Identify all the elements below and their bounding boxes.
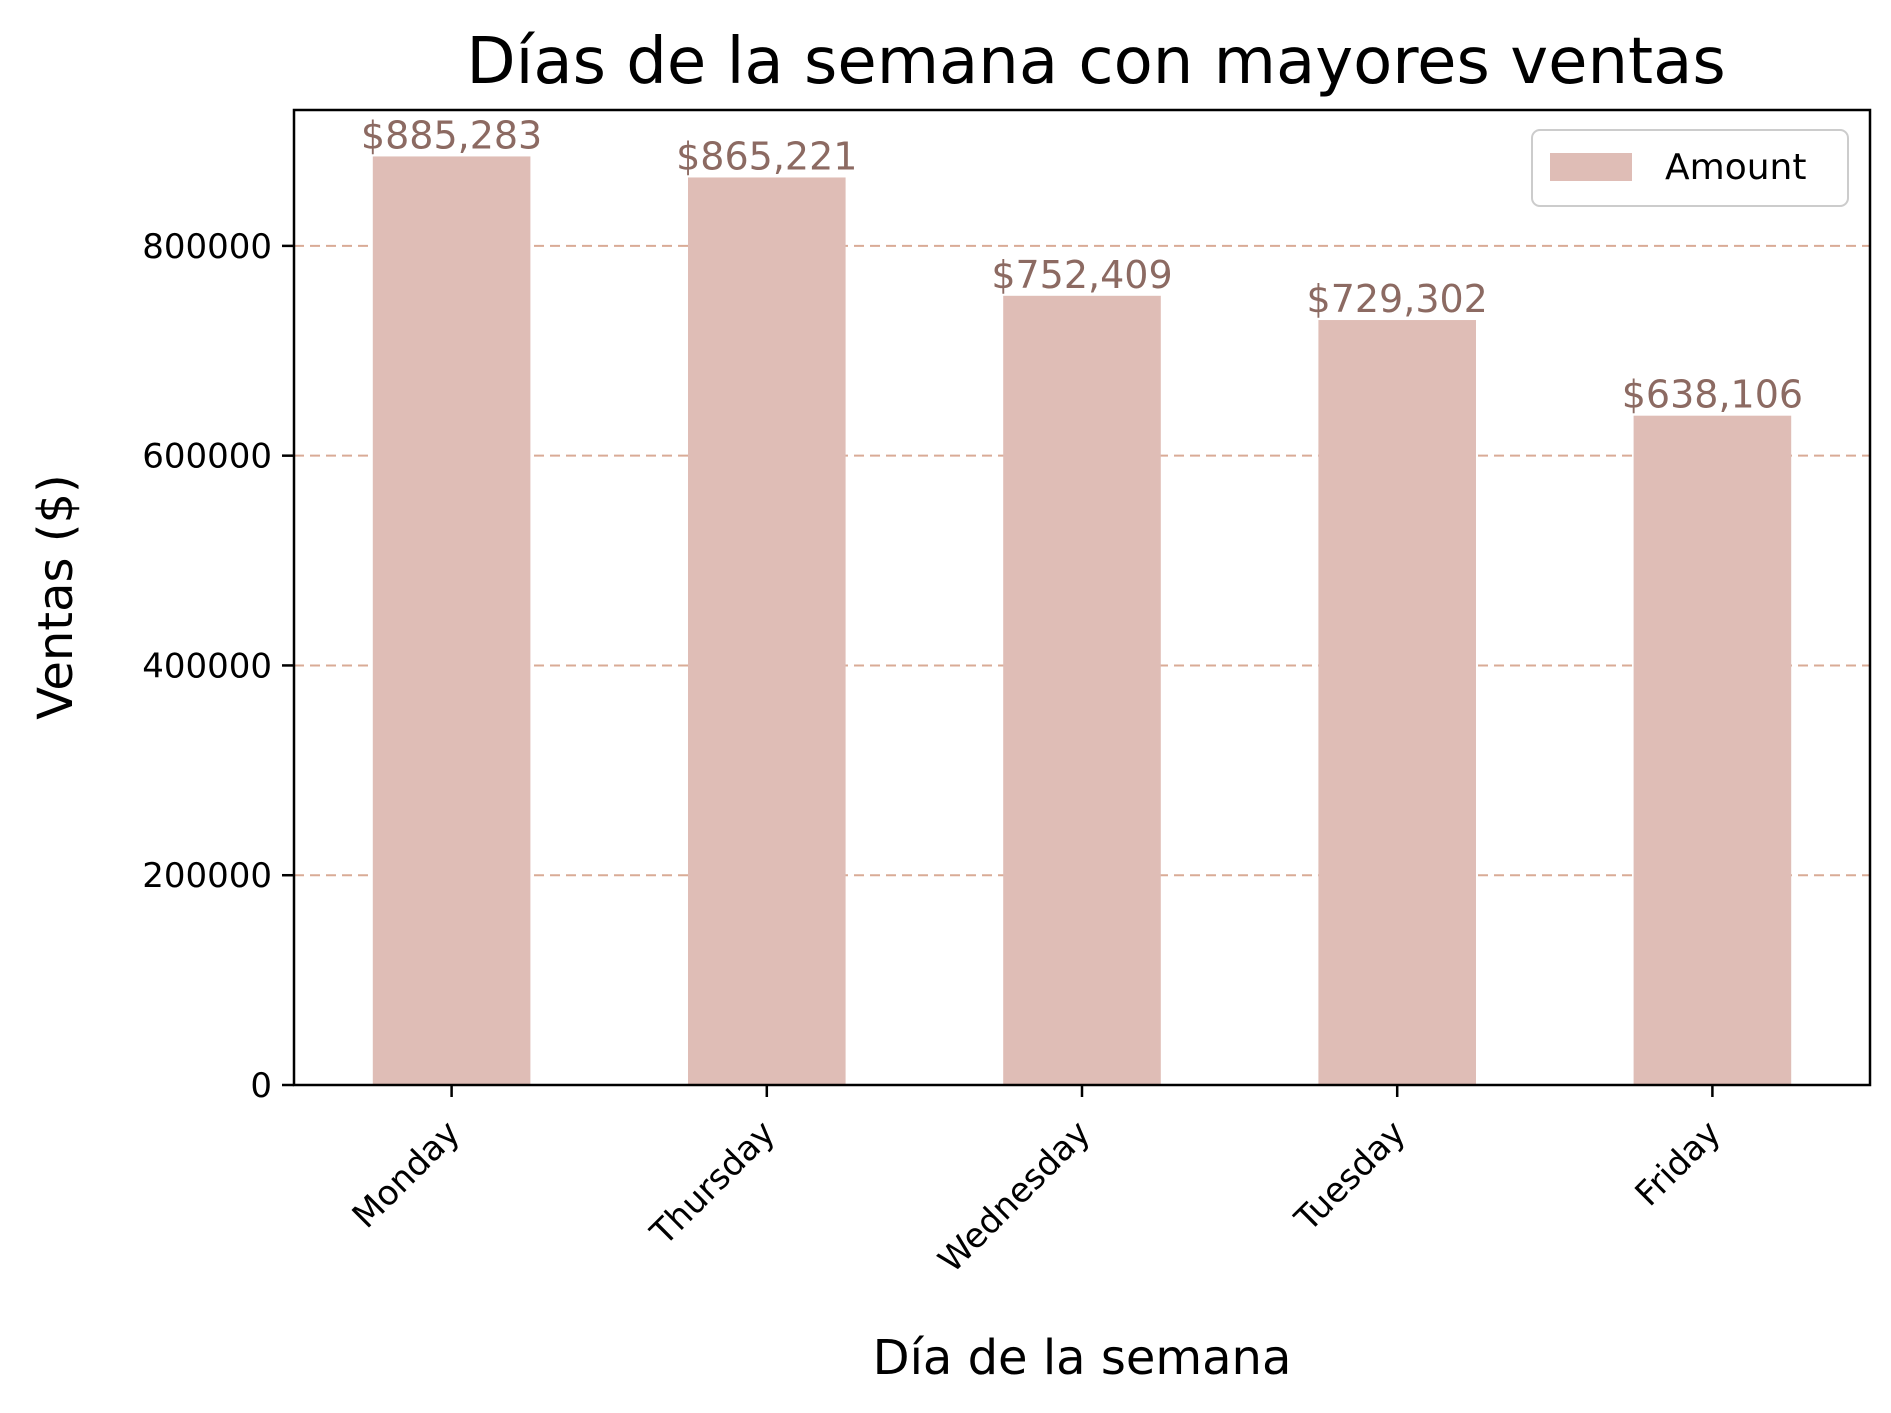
x-axis-ticks: Monday Thursday Wednesday Tuesday Friday: [345, 1085, 1729, 1281]
bar-label-thursday: $865,221: [676, 134, 857, 178]
y-tick-label-1: 200000: [142, 856, 272, 896]
x-tick-label-thursday: Thursday: [642, 1113, 783, 1254]
legend-swatch: [1550, 153, 1632, 181]
y-tick-label-0: 0: [250, 1066, 272, 1106]
bar-label-wednesday: $752,409: [991, 253, 1172, 297]
y-tick-label-4: 800000: [142, 227, 272, 267]
x-tick-label-monday: Monday: [345, 1113, 468, 1236]
bar-wednesday: [1003, 295, 1161, 1085]
y-tick-label-3: 600000: [142, 437, 272, 477]
bar-value-labels: $885,283 $865,221 $752,409 $729,302 $638,106: [361, 113, 1803, 416]
legend-box: [1531, 129, 1849, 207]
bar-label-friday: $638,106: [1622, 373, 1803, 417]
legend-entry-amount: Amount: [1665, 147, 1806, 188]
bar-label-monday: $885,283: [361, 113, 542, 157]
bar-friday: [1633, 415, 1792, 1085]
x-tick-label-friday: Friday: [1628, 1113, 1729, 1214]
y-tick-label-2: 400000: [142, 646, 272, 686]
y-axis-ticks: 0 200000 400000 600000 800000: [142, 227, 294, 1106]
bars: [372, 156, 1792, 1086]
legend: Amount: [1531, 129, 1849, 207]
y-axis-label: Ventas ($): [28, 474, 84, 720]
x-axis-label: Día de la semana: [873, 1330, 1292, 1386]
bar-monday: [372, 156, 531, 1086]
bar-thursday: [688, 177, 846, 1085]
x-tick-label-tuesday: Tuesday: [1287, 1113, 1414, 1240]
bar-tuesday: [1318, 320, 1476, 1085]
x-tick-label-wednesday: Wednesday: [931, 1113, 1098, 1280]
chart-title: Días de la semana con mayores ventas: [466, 25, 1725, 99]
bar-label-tuesday: $729,302: [1307, 277, 1488, 321]
